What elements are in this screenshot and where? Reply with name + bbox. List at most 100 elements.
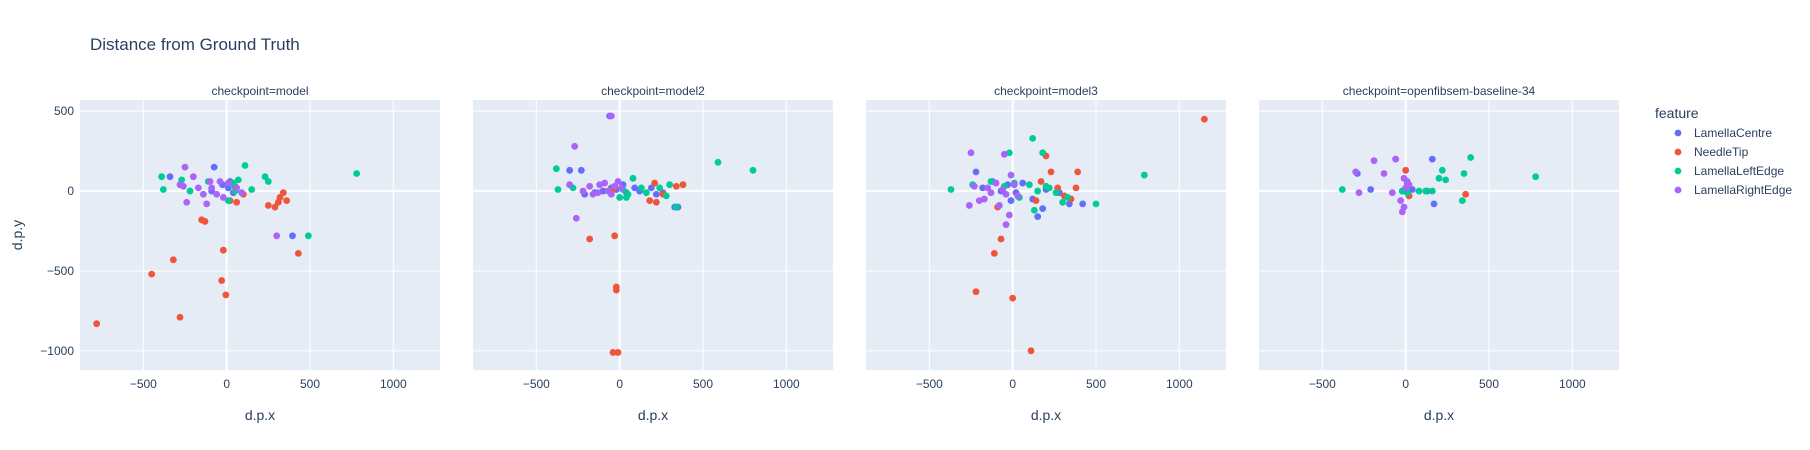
data-point[interactable] bbox=[169, 256, 177, 264]
data-point[interactable] bbox=[279, 189, 287, 197]
data-point[interactable] bbox=[1422, 187, 1430, 195]
data-point[interactable] bbox=[273, 232, 281, 240]
data-point[interactable] bbox=[1030, 206, 1038, 214]
legend-item[interactable]: NeedleTip bbox=[1674, 145, 1749, 159]
data-point[interactable] bbox=[218, 277, 226, 284]
data-point[interactable] bbox=[552, 165, 560, 173]
data-point[interactable] bbox=[1355, 189, 1363, 197]
data-point[interactable] bbox=[965, 202, 973, 209]
data-point[interactable] bbox=[219, 194, 227, 201]
data-point[interactable] bbox=[176, 313, 184, 321]
data-point[interactable] bbox=[1045, 184, 1053, 192]
legend[interactable]: feature LamellaCentre NeedleTip LamellaLef… bbox=[1655, 105, 1792, 197]
data-point[interactable] bbox=[1029, 134, 1037, 142]
data-point[interactable] bbox=[1007, 197, 1015, 205]
data-point[interactable] bbox=[201, 218, 209, 225]
data-point[interactable] bbox=[617, 184, 625, 192]
data-point[interactable] bbox=[224, 197, 232, 205]
data-point[interactable] bbox=[1428, 155, 1436, 163]
data-point[interactable] bbox=[1352, 168, 1360, 176]
data-point[interactable] bbox=[183, 198, 191, 206]
data-point[interactable] bbox=[1400, 174, 1408, 182]
data-point[interactable] bbox=[1039, 149, 1047, 157]
data-point[interactable] bbox=[1005, 211, 1013, 219]
data-point[interactable] bbox=[229, 179, 237, 187]
data-point[interactable] bbox=[631, 184, 639, 192]
data-point[interactable] bbox=[672, 203, 680, 211]
data-point[interactable] bbox=[1408, 186, 1416, 193]
data-point[interactable] bbox=[1467, 154, 1475, 161]
data-point[interactable] bbox=[656, 184, 664, 192]
data-point[interactable] bbox=[294, 249, 302, 257]
data-point[interactable] bbox=[1079, 200, 1087, 208]
data-point[interactable] bbox=[652, 198, 660, 206]
data-point[interactable] bbox=[1039, 205, 1047, 213]
data-point[interactable] bbox=[210, 163, 218, 171]
data-point[interactable] bbox=[609, 349, 617, 356]
data-point[interactable] bbox=[1400, 203, 1408, 211]
data-point[interactable] bbox=[1025, 181, 1033, 189]
data-point[interactable] bbox=[1438, 166, 1446, 174]
data-point[interactable] bbox=[992, 179, 1000, 187]
data-point[interactable] bbox=[637, 184, 645, 192]
data-point[interactable] bbox=[980, 195, 988, 203]
data-point[interactable] bbox=[662, 192, 670, 200]
data-point[interactable] bbox=[1034, 213, 1042, 221]
data-point[interactable] bbox=[1072, 184, 1080, 192]
data-point[interactable] bbox=[672, 182, 680, 190]
data-point[interactable] bbox=[194, 184, 202, 192]
data-point[interactable] bbox=[208, 184, 216, 192]
data-point[interactable] bbox=[264, 178, 272, 185]
data-point[interactable] bbox=[1338, 186, 1346, 193]
data-point[interactable] bbox=[1388, 189, 1396, 197]
data-point[interactable] bbox=[1430, 200, 1438, 208]
data-point[interactable] bbox=[1200, 115, 1208, 123]
data-point[interactable] bbox=[1532, 173, 1540, 181]
data-point[interactable] bbox=[1034, 187, 1042, 195]
data-point[interactable] bbox=[647, 184, 655, 192]
data-point[interactable] bbox=[233, 198, 241, 206]
data-point[interactable] bbox=[571, 142, 579, 150]
data-point[interactable] bbox=[1092, 200, 1100, 208]
data-point[interactable] bbox=[607, 190, 615, 198]
data-point[interactable] bbox=[289, 232, 296, 240]
data-point[interactable] bbox=[997, 235, 1005, 243]
data-point[interactable] bbox=[987, 189, 995, 197]
data-point[interactable] bbox=[970, 182, 978, 190]
data-point[interactable] bbox=[261, 173, 269, 181]
data-point[interactable] bbox=[624, 190, 632, 198]
data-point[interactable] bbox=[614, 178, 622, 185]
data-point[interactable] bbox=[572, 214, 580, 222]
data-point[interactable] bbox=[589, 190, 597, 198]
data-point[interactable] bbox=[1380, 170, 1388, 177]
data-point[interactable] bbox=[216, 178, 224, 185]
data-point[interactable] bbox=[1462, 190, 1470, 198]
data-point[interactable] bbox=[199, 190, 207, 198]
data-point[interactable] bbox=[1032, 197, 1040, 205]
data-point[interactable] bbox=[1402, 166, 1410, 174]
data-point[interactable] bbox=[1370, 157, 1378, 165]
data-point[interactable] bbox=[1064, 194, 1072, 201]
data-point[interactable] bbox=[666, 181, 674, 189]
data-point[interactable] bbox=[203, 200, 211, 208]
data-point[interactable] bbox=[1460, 170, 1468, 177]
data-point[interactable] bbox=[1415, 187, 1423, 195]
data-point[interactable] bbox=[159, 186, 167, 193]
data-point[interactable] bbox=[353, 170, 361, 177]
data-point[interactable] bbox=[651, 179, 659, 187]
data-point[interactable] bbox=[206, 178, 214, 185]
data-point[interactable] bbox=[1435, 174, 1443, 182]
data-point[interactable] bbox=[652, 190, 660, 198]
data-point[interactable] bbox=[1037, 178, 1045, 185]
data-point[interactable] bbox=[999, 186, 1007, 193]
data-point[interactable] bbox=[607, 112, 615, 120]
data-point[interactable] bbox=[629, 174, 637, 182]
data-point[interactable] bbox=[1442, 176, 1450, 184]
data-point[interactable] bbox=[611, 232, 619, 240]
data-point[interactable] bbox=[749, 166, 757, 174]
data-point[interactable] bbox=[1052, 189, 1060, 197]
data-point[interactable] bbox=[1027, 347, 1035, 355]
data-point[interactable] bbox=[1392, 155, 1400, 163]
data-point[interactable] bbox=[972, 168, 980, 176]
data-point[interactable] bbox=[577, 166, 585, 174]
